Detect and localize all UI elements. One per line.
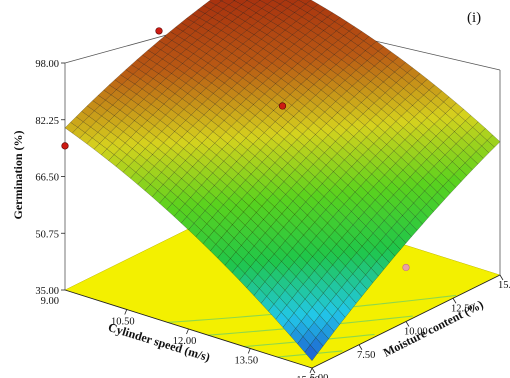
z-tick-label: 35.00	[35, 286, 59, 297]
y-tick-label: 10.00	[404, 327, 428, 338]
x-tick-mark	[124, 309, 128, 315]
x-tick-label: 9.00	[41, 296, 59, 307]
y-tick-mark	[405, 321, 410, 327]
x-tick-mark	[186, 328, 189, 335]
panel-label: (i)	[467, 10, 481, 26]
z-tick-label: 98.00	[35, 59, 59, 70]
design-point	[61, 142, 69, 150]
x-tick-label: 12.00	[173, 336, 197, 347]
x-tick-mark	[247, 348, 251, 354]
z-tick-label: 66.50	[35, 173, 59, 184]
x-tick-mark	[309, 367, 313, 374]
y-tick-mark	[311, 367, 316, 374]
y-tick-label: 7.50	[357, 350, 375, 361]
y-tick-mark	[358, 344, 363, 350]
x-tick-label: 15.00	[296, 375, 320, 378]
z-tick-label: 82.25	[35, 116, 59, 127]
y-tick-mark	[499, 274, 504, 281]
surface-cell	[304, 344, 318, 362]
y-tick-label: 12.50	[451, 303, 475, 314]
x-tick-label: 10.50	[111, 317, 135, 328]
z-tick-label: 50.75	[35, 229, 59, 240]
x-tick-label: 13.50	[234, 356, 258, 367]
design-point-below-surface	[402, 263, 410, 272]
design-point	[155, 27, 163, 35]
y-tick-label: 5.00	[310, 373, 328, 378]
z-axis-label: Germination (%)	[11, 131, 25, 220]
y-tick-mark	[452, 298, 457, 304]
design-point	[278, 102, 287, 110]
y-tick-label: 15.00	[498, 280, 510, 291]
